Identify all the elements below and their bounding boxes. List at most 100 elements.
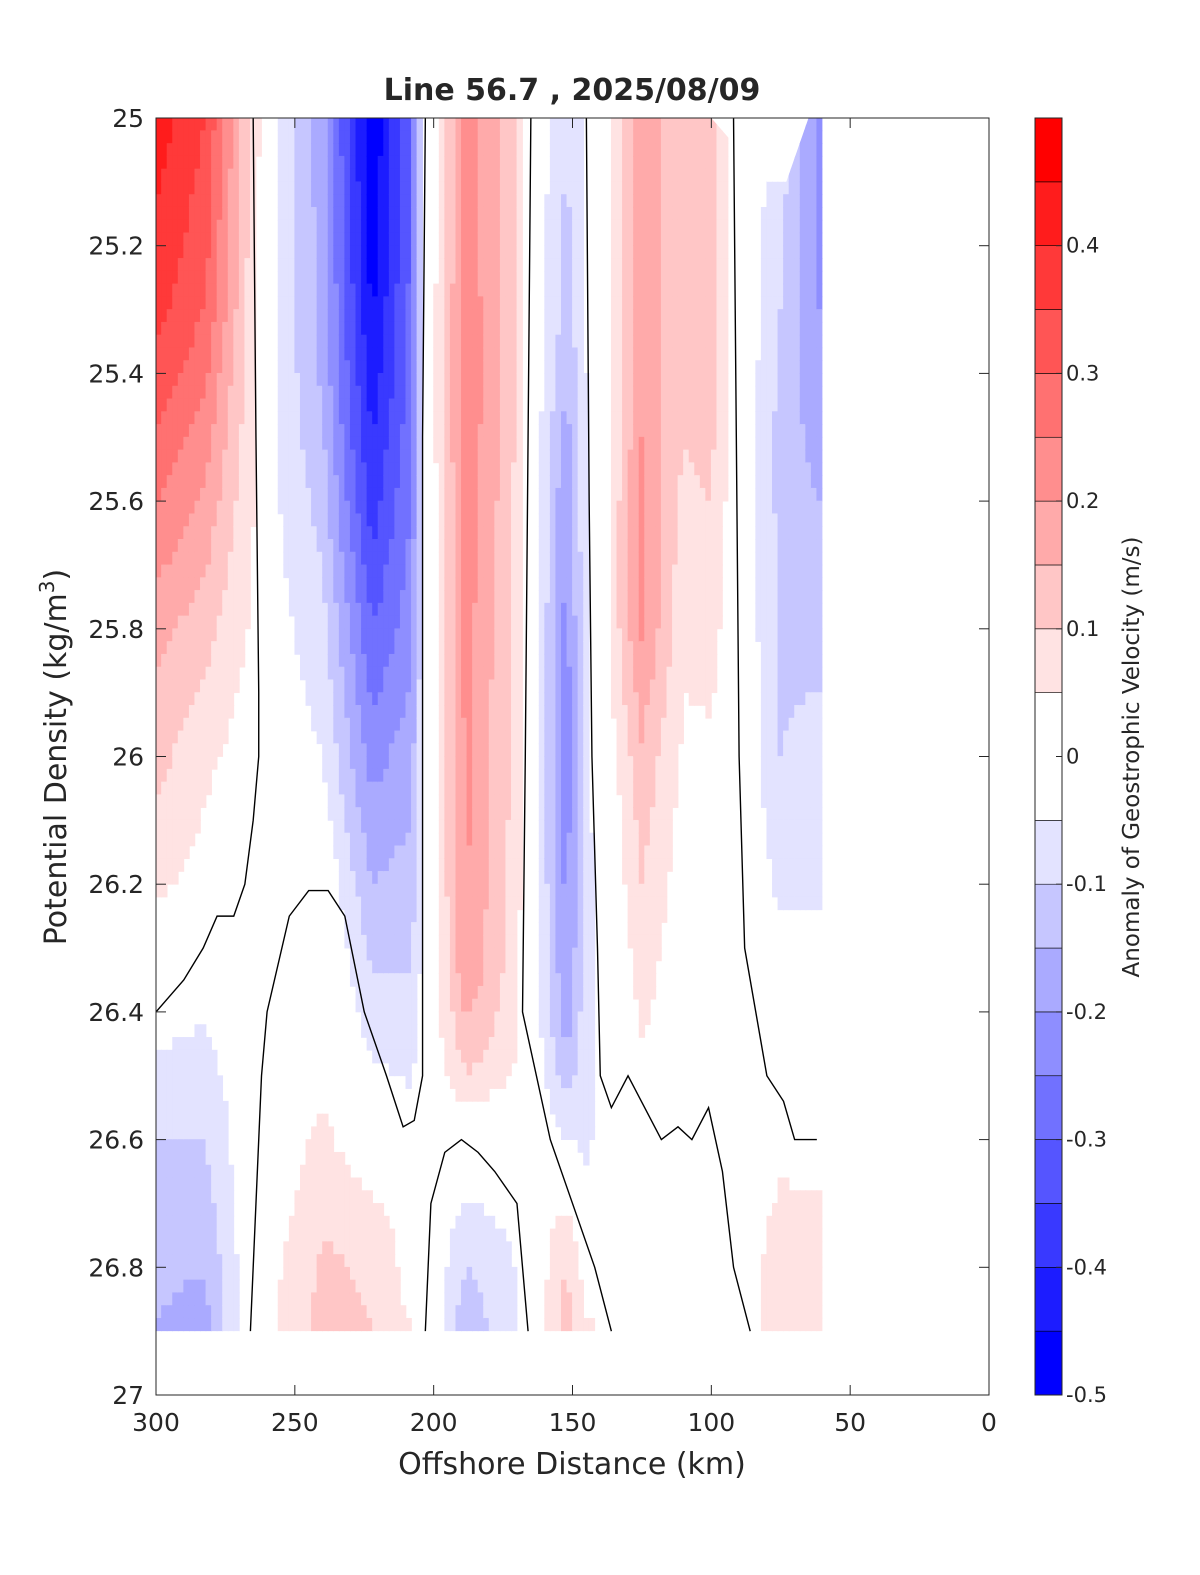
heatmap-cell	[344, 449, 351, 464]
heatmap-cell	[549, 1037, 557, 1051]
heatmap-cell	[227, 641, 235, 655]
heatmap-cell	[211, 449, 218, 464]
heatmap-cell	[183, 411, 190, 425]
heatmap-cell	[511, 334, 518, 349]
heatmap-cell	[316, 564, 323, 579]
heatmap-cell	[361, 577, 368, 591]
heatmap-cell	[166, 206, 174, 221]
heatmap-cell	[205, 411, 212, 425]
heatmap-cell	[183, 641, 190, 655]
heatmap-cell	[250, 270, 257, 285]
heatmap-cell	[161, 194, 168, 208]
heatmap-cell	[488, 232, 496, 247]
heatmap-cell	[511, 768, 518, 783]
heatmap-cell	[483, 1037, 490, 1051]
heatmap-cell	[361, 118, 368, 132]
heatmap-cell	[183, 245, 190, 259]
heatmap-cell	[399, 615, 407, 630]
heatmap-cell	[549, 998, 557, 1013]
heatmap-cell	[511, 411, 518, 425]
heatmap-cell	[166, 1241, 174, 1255]
heatmap-cell	[538, 602, 546, 617]
heatmap-cell	[449, 577, 457, 591]
heatmap-cell	[511, 934, 518, 949]
heatmap-cell	[366, 794, 373, 808]
heatmap-cell	[566, 526, 573, 540]
heatmap-cell	[333, 462, 340, 476]
heatmap-cell	[161, 360, 168, 374]
heatmap-cell	[494, 155, 501, 170]
heatmap-cell	[555, 883, 562, 898]
heatmap-cell	[488, 321, 496, 336]
heatmap-cell	[333, 500, 340, 515]
heatmap-cell	[222, 1305, 229, 1319]
heatmap-cell	[544, 960, 551, 974]
heatmap-cell	[477, 922, 485, 936]
heatmap-cell	[438, 385, 446, 400]
heatmap-cell	[411, 1011, 418, 1026]
heatmap-cell	[555, 628, 562, 642]
heatmap-cell	[233, 666, 240, 681]
heatmap-cell	[549, 960, 557, 974]
heatmap-cell	[461, 819, 468, 834]
heatmap-cell	[227, 143, 235, 157]
heatmap-cell	[466, 321, 473, 336]
heatmap-cell	[416, 539, 423, 553]
heatmap-cell	[438, 487, 446, 502]
heatmap-cell	[577, 590, 585, 604]
heatmap-cell	[166, 1317, 174, 1332]
heatmap-cell	[461, 973, 468, 987]
heatmap-cell	[544, 577, 551, 591]
heatmap-cell	[383, 1254, 390, 1268]
heatmap-cell	[327, 551, 335, 566]
heatmap-cell	[505, 539, 512, 553]
heatmap-cell	[566, 334, 573, 349]
heatmap-cell	[205, 118, 212, 132]
heatmap-cell	[505, 1241, 512, 1255]
heatmap-cell	[377, 909, 385, 923]
heatmap-cell	[333, 807, 340, 821]
heatmap-cell	[572, 1100, 579, 1115]
heatmap-cell	[477, 321, 485, 336]
heatmap-cell	[377, 232, 385, 247]
heatmap-cell	[549, 845, 557, 860]
heatmap-cell	[333, 373, 340, 387]
heatmap-cell	[555, 526, 562, 540]
heatmap-cell	[494, 258, 501, 272]
heatmap-cell	[566, 513, 573, 528]
heatmap-cell	[566, 602, 573, 617]
heatmap-cell	[499, 947, 507, 962]
heatmap-cell	[505, 500, 512, 515]
heatmap-cell	[494, 679, 501, 694]
heatmap-cell	[449, 462, 457, 476]
heatmap-cell	[277, 475, 285, 489]
heatmap-cell	[488, 360, 496, 374]
heatmap-cell	[455, 602, 462, 617]
heatmap-cell	[505, 679, 512, 694]
heatmap-cell	[250, 500, 257, 515]
heatmap-cell	[461, 1292, 468, 1307]
heatmap-cell	[488, 130, 496, 144]
heatmap-cell	[200, 590, 207, 604]
heatmap-cell	[366, 781, 373, 796]
heatmap-cell	[566, 118, 573, 132]
heatmap-cell	[338, 347, 346, 362]
heatmap-cell	[399, 705, 407, 719]
heatmap-cell	[549, 577, 557, 591]
heatmap-cell	[560, 551, 568, 566]
heatmap-cell	[361, 347, 368, 362]
heatmap-cell	[411, 245, 418, 259]
heatmap-cell	[516, 730, 523, 745]
heatmap-cell	[188, 424, 196, 438]
heatmap-cell	[316, 398, 323, 413]
heatmap-cell	[305, 551, 312, 566]
heatmap-cell	[499, 756, 507, 770]
heatmap-cell	[383, 934, 390, 949]
heatmap-cell	[294, 500, 301, 515]
heatmap-cell	[233, 526, 240, 540]
heatmap-cell	[188, 539, 196, 553]
heatmap-cell	[372, 858, 379, 872]
heatmap-cell	[200, 1228, 207, 1243]
heatmap-cell	[538, 615, 546, 630]
heatmap-cell	[338, 270, 346, 285]
